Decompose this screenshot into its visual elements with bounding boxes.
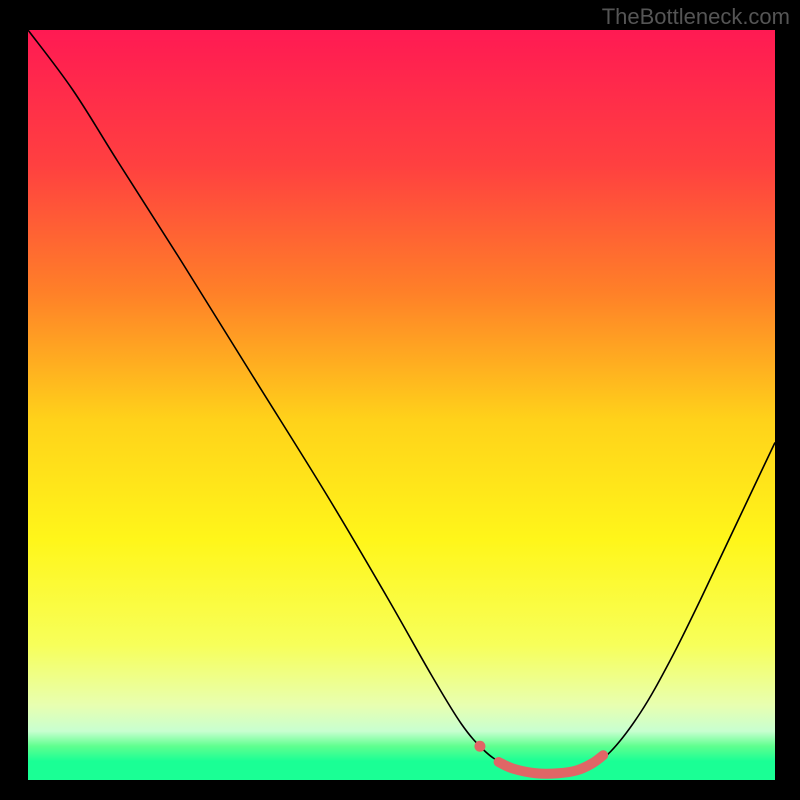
bottleneck-chart: [0, 0, 800, 800]
chart-frame: TheBottleneck.com: [0, 0, 800, 800]
attribution-label: TheBottleneck.com: [602, 4, 790, 30]
